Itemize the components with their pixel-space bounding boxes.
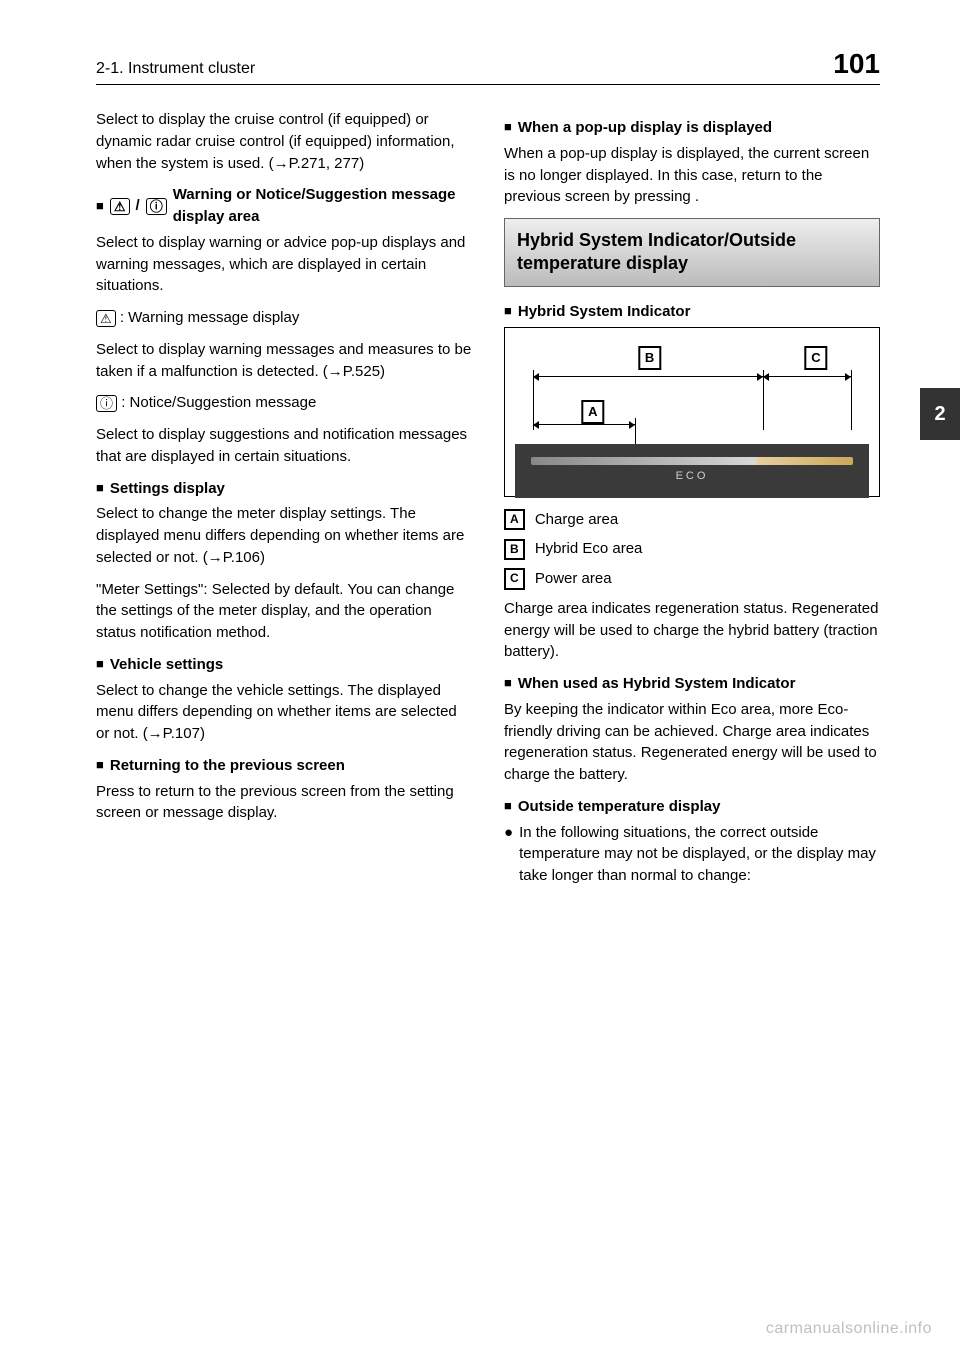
page-number: 101 [833,48,880,80]
vehicle-title: Vehicle settings [110,654,223,676]
dimension-b-icon [533,376,763,377]
outside-heading: ■ Outside temperature display [504,796,880,818]
hsi-body: Charge area indicates regeneration statu… [504,598,880,663]
hsi-bar: ECO [515,444,869,498]
hsi-title: Hybrid System Indicator [518,301,691,323]
warning-row-text: : Warning message display [120,309,300,326]
dimension-c-icon [763,376,852,377]
key-label-c: C [504,568,525,589]
cruise-control-text: Select to display the cruise control (if… [96,109,472,174]
warning-icon: ⚠ [110,198,130,215]
outside-bullet: ● In the following situations, the corre… [504,822,880,887]
settings-body: Select to change the meter display setti… [96,503,472,568]
hsi-figure: B C A ECO [504,327,880,497]
when-used-heading: ■ When used as Hybrid System Indicator [504,673,880,695]
settings-title: Settings display [110,478,225,500]
return-body: Press to return to the previous screen f… [96,781,472,825]
left-column: Select to display the cruise control (if… [96,109,472,891]
info-icon: ⓘ [146,198,167,215]
info-row-text: : Notice/Suggestion message [121,394,316,411]
bullet-icon: ● [504,822,513,887]
info-row: ⓘ : Notice/Suggestion message [96,392,472,414]
tick-icon [635,418,636,444]
key-b-text: Hybrid Eco area [535,540,643,557]
warning-notice-body: Select to display warning or advice pop-… [96,232,472,297]
figure-label-a: A [581,400,604,425]
figure-label-b: B [638,346,661,371]
square-bullet-icon: ■ [96,756,104,775]
square-bullet-icon: ■ [504,674,512,693]
key-c: C Power area [504,568,880,590]
right-column: ■ When a pop-up display is displayed Whe… [504,109,880,891]
settings-heading: ■ Settings display [96,478,472,500]
slash: / [136,195,140,217]
info-box-title: Hybrid System Indicator/Outside temperat… [504,218,880,287]
square-bullet-icon: ■ [96,197,104,216]
popup-heading: ■ When a pop-up display is displayed [504,117,880,139]
popup-body: When a pop-up display is displayed, the … [504,143,880,208]
square-bullet-icon: ■ [504,302,512,321]
settings-body-2: "Meter Settings": Selected by default. Y… [96,579,472,644]
breadcrumb: 2-1. Instrument cluster [96,60,255,78]
outside-title: Outside temperature display [518,796,721,818]
key-b: B Hybrid Eco area [504,538,880,560]
eco-label: ECO [676,469,709,485]
vehicle-body: Select to change the vehicle settings. T… [96,680,472,745]
warning-notice-heading: ■ ⚠ / ⓘ Warning or Notice/Suggestion mes… [96,184,472,228]
warning-icon: ⚠ [96,310,116,327]
warning-row-body: Select to display warning messages and m… [96,339,472,383]
square-bullet-icon: ■ [504,797,512,816]
info-icon: ⓘ [96,395,117,412]
key-a: A Charge area [504,509,880,531]
key-label-b: B [504,539,525,560]
figure-label-c: C [804,346,827,371]
page-header: 2-1. Instrument cluster 101 [96,48,880,85]
return-heading: ■ Returning to the previous screen [96,755,472,777]
popup-heading-text: When a pop-up display is displayed [518,117,772,139]
hsi-heading: ■ Hybrid System Indicator [504,301,880,323]
square-bullet-icon: ■ [96,655,104,674]
section-tab: 2 [920,388,960,440]
info-row-body: Select to display suggestions and notifi… [96,424,472,468]
dimension-a-icon [533,424,636,425]
vehicle-heading: ■ Vehicle settings [96,654,472,676]
key-label-a: A [504,509,525,530]
square-bullet-icon: ■ [504,118,512,137]
key-c-text: Power area [535,570,612,587]
when-used-title: When used as Hybrid System Indicator [518,673,796,695]
warning-notice-title: Warning or Notice/Suggestion message dis… [173,184,472,228]
square-bullet-icon: ■ [96,479,104,498]
return-title: Returning to the previous screen [110,755,345,777]
outside-bullet-text: In the following situations, the correct… [519,822,880,887]
hsi-bar-track-icon [531,457,852,465]
watermark: carmanualsonline.info [766,1320,932,1338]
when-used-body: By keeping the indicator within Eco area… [504,699,880,786]
warning-row: ⚠ : Warning message display [96,307,472,329]
key-a-text: Charge area [535,511,618,528]
